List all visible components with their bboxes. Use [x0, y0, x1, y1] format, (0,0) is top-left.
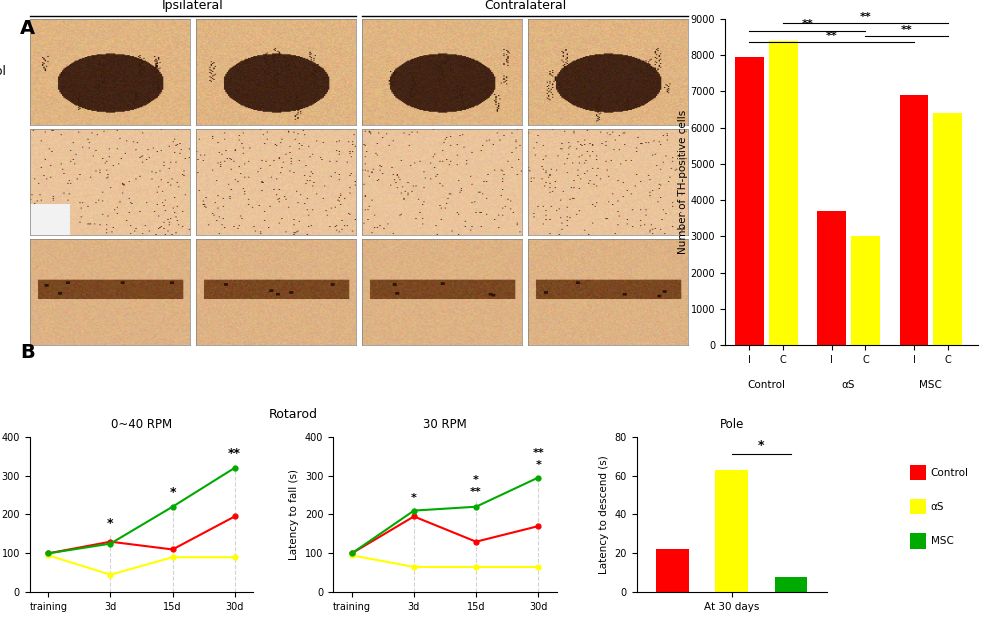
Y-axis label: Latency to descend (s): Latency to descend (s) — [599, 455, 609, 574]
Text: B: B — [20, 343, 35, 362]
Text: *: * — [758, 439, 765, 452]
Text: *: * — [411, 493, 417, 503]
Bar — [817, 211, 846, 345]
Text: Contralateral: Contralateral — [484, 0, 566, 12]
Title: Pole: Pole — [719, 418, 744, 432]
Text: **: ** — [860, 12, 871, 22]
Bar — [899, 95, 929, 345]
Text: **
*: ** * — [533, 448, 544, 470]
Text: *
**: * ** — [470, 476, 482, 497]
Bar — [715, 470, 748, 592]
FancyBboxPatch shape — [910, 465, 926, 480]
Text: αS: αS — [842, 380, 856, 390]
Bar — [775, 576, 807, 592]
FancyBboxPatch shape — [910, 533, 926, 549]
Text: Ipsilateral: Ipsilateral — [162, 0, 223, 12]
Text: Control: Control — [747, 380, 785, 390]
Text: **: ** — [826, 32, 838, 42]
Bar — [934, 113, 962, 345]
Text: A: A — [20, 19, 35, 38]
Text: MSC: MSC — [920, 380, 943, 390]
Y-axis label: Control: Control — [0, 66, 7, 78]
Y-axis label: Number of TH-positive cells: Number of TH-positive cells — [678, 110, 688, 254]
Text: Control: Control — [931, 467, 969, 478]
Bar — [735, 57, 764, 345]
Text: **: ** — [901, 25, 913, 35]
Text: **: ** — [801, 20, 813, 30]
Text: *: * — [107, 517, 114, 530]
Text: MSC: MSC — [931, 536, 953, 546]
Text: Rotarod: Rotarod — [269, 408, 318, 421]
Bar — [851, 236, 880, 345]
FancyBboxPatch shape — [910, 499, 926, 515]
Text: *: * — [169, 486, 176, 499]
Text: αS: αS — [931, 501, 945, 512]
Text: **: ** — [228, 447, 241, 460]
Bar — [769, 41, 797, 345]
Title: 0~40 RPM: 0~40 RPM — [111, 418, 172, 432]
Y-axis label: Latency to fall (s): Latency to fall (s) — [289, 469, 299, 560]
Title: 30 RPM: 30 RPM — [423, 418, 467, 432]
Bar — [656, 549, 689, 592]
